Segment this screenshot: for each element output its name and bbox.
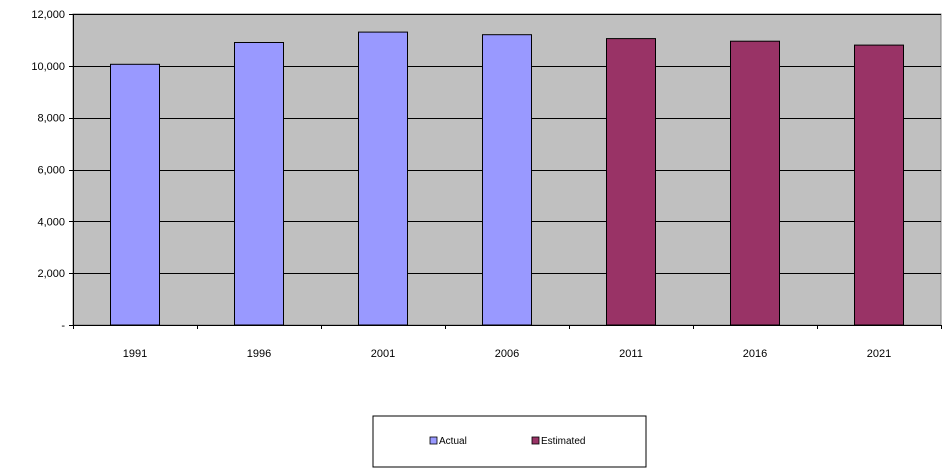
y-tick-label: 6,000 bbox=[37, 165, 65, 177]
x-tick-label: 2011 bbox=[619, 348, 643, 360]
bar-actual-2001 bbox=[358, 31, 408, 326]
x-tick-label: 2001 bbox=[371, 348, 395, 360]
x-tick-label: 1996 bbox=[247, 348, 271, 360]
y-tick-label: 10,000 bbox=[31, 61, 65, 73]
bar-actual-1991 bbox=[110, 63, 160, 326]
bar-actual-1996 bbox=[234, 42, 284, 326]
legend-swatch-estimated bbox=[531, 436, 540, 445]
x-tick-label: 2006 bbox=[495, 348, 519, 360]
bars bbox=[110, 31, 904, 326]
legend-box bbox=[372, 415, 647, 468]
legend: Actual Estimated bbox=[372, 415, 647, 468]
y-tick-label: 4,000 bbox=[37, 216, 65, 228]
x-tick-label: 2021 bbox=[867, 348, 891, 360]
x-tick-labels: 1991 1996 2001 2006 2011 2016 2021 bbox=[123, 348, 891, 360]
legend-label-actual: Actual bbox=[439, 436, 467, 447]
y-tick-labels: - 2,000 4,000 6,000 8,000 10,000 12,000 bbox=[31, 9, 65, 332]
y-tick-label: 2,000 bbox=[37, 268, 65, 280]
y-tick-label: - bbox=[61, 320, 65, 332]
y-tick-label: 8,000 bbox=[37, 113, 65, 125]
x-tick-label: 1991 bbox=[123, 348, 147, 360]
y-tick-label: 12,000 bbox=[31, 9, 65, 21]
bar-estimated-2016 bbox=[730, 40, 780, 326]
axes bbox=[69, 14, 942, 329]
x-tick-label: 2016 bbox=[743, 348, 767, 360]
legend-label-estimated: Estimated bbox=[541, 436, 585, 447]
bar-estimated-2021 bbox=[854, 44, 904, 326]
bar-actual-2006 bbox=[482, 34, 532, 326]
bar-estimated-2011 bbox=[606, 38, 656, 326]
legend-swatch-actual bbox=[429, 436, 438, 445]
